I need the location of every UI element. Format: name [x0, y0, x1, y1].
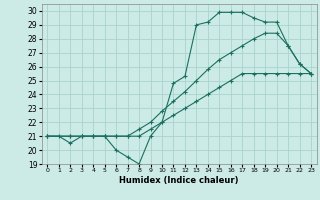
X-axis label: Humidex (Indice chaleur): Humidex (Indice chaleur) [119, 176, 239, 185]
